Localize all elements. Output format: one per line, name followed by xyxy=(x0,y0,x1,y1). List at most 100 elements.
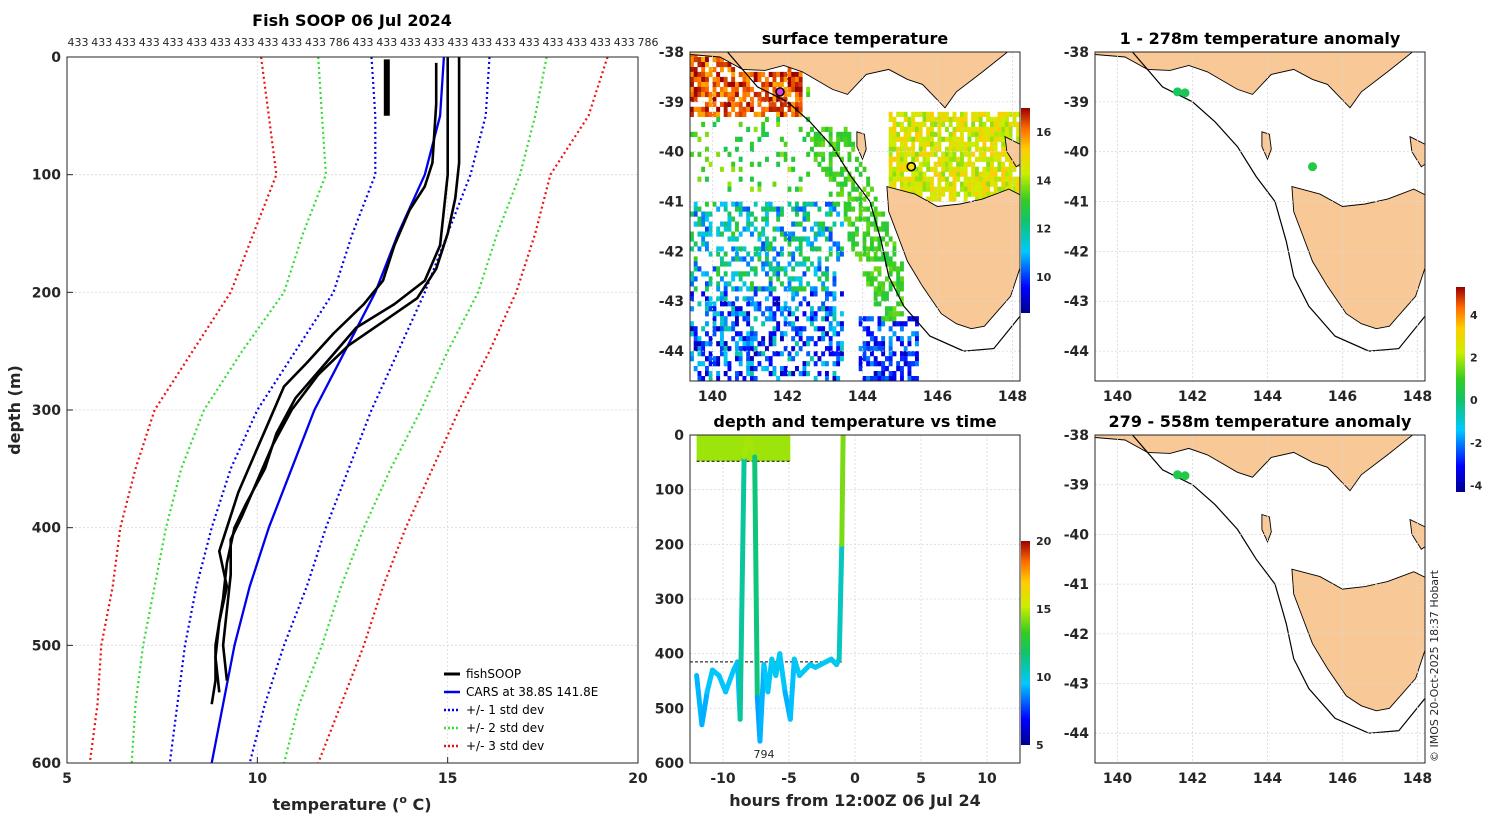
sst-pixel xyxy=(873,346,878,352)
sst-king-island xyxy=(856,131,867,161)
sst-pixel xyxy=(802,296,807,302)
sst-pixel xyxy=(738,336,743,342)
sst-pixel xyxy=(787,91,792,98)
sst-pixel xyxy=(738,361,743,367)
sst-pixel xyxy=(708,281,713,287)
sst-pixel xyxy=(892,371,897,377)
anomaly-shallow-y-tick-label: -43 xyxy=(1064,294,1089,310)
sst-pixel xyxy=(757,111,762,117)
sst-y-tick-label: -38 xyxy=(659,45,684,61)
sst-pixel xyxy=(843,141,848,147)
sst-pixel xyxy=(930,146,934,152)
sst-pixel xyxy=(761,81,766,88)
anomaly-deep-x-tick-label: 142 xyxy=(1178,771,1207,787)
sst-pixel xyxy=(986,176,991,182)
sst-pixel xyxy=(960,186,964,192)
sst-pixel xyxy=(716,62,721,68)
sst-pixel xyxy=(787,276,792,282)
sst-pixel xyxy=(907,336,912,342)
sst-pixel xyxy=(768,71,773,78)
sst-pixel xyxy=(975,191,979,197)
sst-pixel xyxy=(911,176,916,182)
sst-pixel xyxy=(881,211,886,217)
sst-pixel xyxy=(933,161,938,167)
sst-pixel xyxy=(862,231,867,237)
sst-pixel xyxy=(978,126,983,132)
sst-pixel xyxy=(971,176,976,182)
sst-pixel xyxy=(858,361,863,367)
sst-pixel xyxy=(892,136,897,142)
sst-pixel xyxy=(862,251,867,257)
sst-pixel xyxy=(937,191,942,197)
sst-pixel xyxy=(742,341,747,347)
sst-pixel xyxy=(765,366,769,372)
sst-pixel xyxy=(716,116,721,122)
sst-pixel xyxy=(746,106,751,112)
sst-pixel xyxy=(765,356,769,362)
sst-pixel xyxy=(993,151,998,157)
sst-pixel xyxy=(836,191,841,197)
sst-pixel xyxy=(926,181,931,187)
sst-pixel xyxy=(1008,171,1013,177)
sst-pixel xyxy=(881,371,886,377)
sst-pixel xyxy=(967,151,972,157)
sst-pixel xyxy=(836,321,841,327)
sst-pixel xyxy=(701,231,706,237)
sst-pixel xyxy=(735,256,739,262)
sst-pixel xyxy=(705,281,709,287)
depth-time-track-segment xyxy=(787,656,797,722)
sst-pixel xyxy=(727,181,732,187)
sst-pixel xyxy=(922,116,927,122)
sst-pixel xyxy=(780,71,784,78)
sst-pixel xyxy=(791,371,796,377)
sst-pixel xyxy=(941,171,946,177)
sst-pixel xyxy=(945,146,949,152)
sst-pixel xyxy=(780,211,784,217)
sst-pixel xyxy=(922,171,927,177)
sst-y-tick-label: -39 xyxy=(659,95,684,111)
sst-pixel xyxy=(708,351,713,357)
anomaly-deep-panel: 279 - 558m temperature anomaly 140 142 144… xyxy=(1064,412,1432,787)
sst-pixel xyxy=(772,96,777,103)
sst-pixel xyxy=(791,321,796,327)
sst-pixel xyxy=(956,121,961,127)
sst-pixel xyxy=(885,376,889,381)
sst-pixel xyxy=(720,321,724,327)
sst-pixel xyxy=(832,326,837,332)
sst-pixel xyxy=(787,166,792,172)
sst-pixel xyxy=(708,251,713,257)
sst-pixel xyxy=(986,171,991,177)
anomaly-deep-x-tick-label: 140 xyxy=(1103,771,1132,787)
sst-pixel xyxy=(772,311,777,317)
sst-pixel xyxy=(750,326,754,332)
sst-pixel xyxy=(765,236,769,242)
sst-pixel xyxy=(825,346,829,352)
sst-pixel xyxy=(780,151,784,157)
sst-pixel xyxy=(1005,116,1009,122)
sst-pixel xyxy=(705,62,709,68)
sst-pixel xyxy=(746,216,751,222)
sst-pixel xyxy=(723,326,728,332)
sst-x-tick-label: 148 xyxy=(998,389,1027,405)
sst-pixel xyxy=(915,331,919,337)
sst-x-tick-label: 142 xyxy=(773,389,802,405)
sst-pixel xyxy=(723,341,728,347)
sst-pixel xyxy=(761,71,766,78)
sst-pixel xyxy=(960,126,964,132)
sst-pixel xyxy=(716,106,721,112)
sst-pixel xyxy=(851,196,856,202)
sst-pixel xyxy=(697,341,702,347)
sst-pixel xyxy=(870,221,874,227)
anomaly-deep-y-tick-label: -44 xyxy=(1064,726,1090,742)
sst-pixel xyxy=(716,296,721,302)
sst-pixel xyxy=(851,221,856,227)
sst-pixel xyxy=(742,71,747,78)
sst-pixel xyxy=(900,111,904,117)
sst-pixel xyxy=(802,256,807,262)
sst-pixel xyxy=(731,311,736,317)
sst-pixel xyxy=(877,281,882,287)
sst-pixel xyxy=(873,226,878,232)
sst-pixel xyxy=(690,326,694,332)
sst-pixel xyxy=(847,156,852,162)
sst-pixel xyxy=(900,266,904,272)
